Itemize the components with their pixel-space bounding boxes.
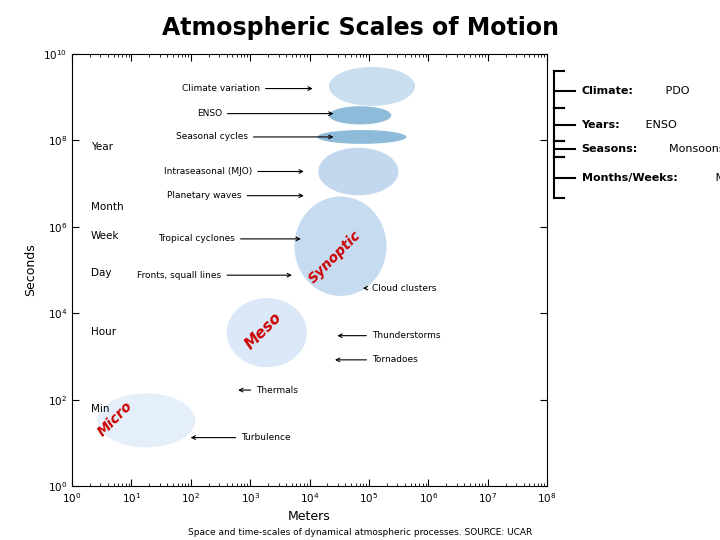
Text: ENSO: ENSO [642, 120, 677, 130]
Polygon shape [97, 393, 195, 447]
Text: Seasonal cycles: Seasonal cycles [176, 132, 333, 141]
Text: Space and time-scales of dynamical atmospheric processes. SOURCE: UCAR: Space and time-scales of dynamical atmos… [188, 528, 532, 537]
Text: Micro: Micro [94, 399, 135, 439]
Text: Climate variation: Climate variation [182, 84, 312, 93]
Text: Fronts, squall lines: Fronts, squall lines [138, 271, 291, 280]
Text: Turbulence: Turbulence [192, 433, 291, 442]
Text: Month: Month [91, 202, 124, 212]
Text: MJO: MJO [712, 173, 720, 183]
X-axis label: Meters: Meters [288, 510, 331, 523]
Text: ENSO: ENSO [197, 109, 333, 118]
Polygon shape [329, 67, 415, 106]
Text: Intraseasonal (MJO): Intraseasonal (MJO) [164, 167, 302, 176]
Text: Day: Day [91, 268, 112, 278]
Text: Synoptic: Synoptic [305, 228, 364, 286]
Text: Seasons:: Seasons: [582, 144, 638, 154]
Polygon shape [329, 106, 391, 124]
Text: Months/Weeks:: Months/Weeks: [582, 173, 678, 183]
Text: Thunderstorms: Thunderstorms [338, 331, 441, 340]
Text: Atmospheric Scales of Motion: Atmospheric Scales of Motion [161, 16, 559, 40]
Text: Climate:: Climate: [582, 86, 634, 96]
Text: Planetary waves: Planetary waves [167, 191, 302, 200]
Y-axis label: Seconds: Seconds [24, 244, 37, 296]
Text: Thermals: Thermals [239, 386, 298, 395]
Text: Cloud clusters: Cloud clusters [364, 284, 436, 293]
Polygon shape [227, 298, 307, 367]
Text: Tornadoes: Tornadoes [336, 355, 418, 364]
Text: Week: Week [91, 231, 120, 241]
Polygon shape [318, 130, 406, 144]
Text: Meso: Meso [242, 309, 284, 352]
Text: Min: Min [91, 404, 109, 414]
Text: Years:: Years: [582, 120, 620, 130]
Text: Monsoons: Monsoons [662, 144, 720, 154]
Text: PDO: PDO [662, 86, 690, 96]
Text: Tropical cyclones: Tropical cyclones [158, 234, 300, 244]
Text: Year: Year [91, 142, 113, 152]
Text: Hour: Hour [91, 327, 116, 337]
Polygon shape [294, 197, 387, 296]
Polygon shape [318, 148, 398, 195]
